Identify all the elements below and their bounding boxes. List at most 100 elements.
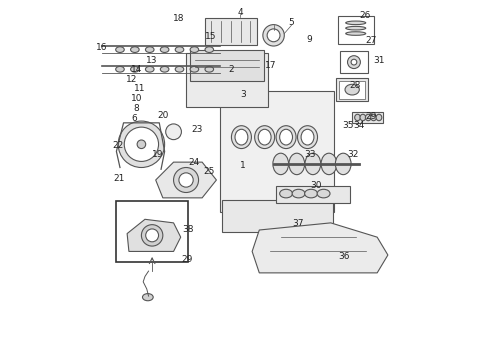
Ellipse shape bbox=[235, 129, 248, 145]
Ellipse shape bbox=[267, 29, 280, 42]
Ellipse shape bbox=[346, 21, 366, 24]
Text: 31: 31 bbox=[373, 56, 385, 65]
Ellipse shape bbox=[346, 26, 366, 30]
Ellipse shape bbox=[351, 59, 357, 65]
Text: 10: 10 bbox=[131, 94, 142, 103]
Text: 15: 15 bbox=[205, 32, 217, 41]
Text: 4: 4 bbox=[238, 8, 243, 17]
Ellipse shape bbox=[371, 114, 376, 121]
Text: 13: 13 bbox=[147, 56, 158, 65]
Text: 33: 33 bbox=[304, 150, 316, 159]
Ellipse shape bbox=[301, 129, 314, 145]
Ellipse shape bbox=[205, 66, 214, 72]
Text: 37: 37 bbox=[292, 219, 304, 228]
Ellipse shape bbox=[255, 126, 275, 149]
Text: 28: 28 bbox=[349, 81, 361, 90]
Ellipse shape bbox=[116, 47, 124, 53]
Ellipse shape bbox=[118, 121, 165, 167]
Bar bbox=[339, 81, 366, 99]
FancyBboxPatch shape bbox=[205, 18, 257, 45]
Ellipse shape bbox=[175, 47, 184, 53]
Ellipse shape bbox=[355, 114, 360, 121]
Ellipse shape bbox=[321, 153, 337, 175]
Text: 6: 6 bbox=[131, 114, 137, 123]
Ellipse shape bbox=[317, 189, 330, 198]
Text: 23: 23 bbox=[191, 125, 202, 134]
Polygon shape bbox=[156, 162, 217, 198]
Ellipse shape bbox=[276, 126, 296, 149]
Bar bbox=[338, 16, 373, 44]
Ellipse shape bbox=[146, 229, 159, 242]
Text: 8: 8 bbox=[134, 104, 139, 113]
Text: 20: 20 bbox=[157, 111, 169, 120]
Ellipse shape bbox=[280, 129, 293, 145]
Text: 24: 24 bbox=[189, 158, 200, 167]
Ellipse shape bbox=[258, 129, 271, 145]
Ellipse shape bbox=[305, 189, 318, 198]
Ellipse shape bbox=[160, 47, 169, 53]
Ellipse shape bbox=[116, 66, 124, 72]
Ellipse shape bbox=[175, 66, 184, 72]
Ellipse shape bbox=[335, 153, 351, 175]
Polygon shape bbox=[252, 223, 388, 273]
Text: 29: 29 bbox=[181, 255, 193, 264]
Bar bbox=[352, 112, 383, 123]
Ellipse shape bbox=[173, 167, 198, 193]
Text: 21: 21 bbox=[114, 174, 125, 183]
Ellipse shape bbox=[297, 126, 318, 149]
Text: 25: 25 bbox=[203, 167, 215, 176]
Text: 18: 18 bbox=[173, 14, 185, 23]
Text: 27: 27 bbox=[365, 36, 376, 45]
Text: 12: 12 bbox=[126, 75, 138, 84]
Text: 14: 14 bbox=[131, 66, 142, 75]
Ellipse shape bbox=[231, 126, 251, 149]
Text: 11: 11 bbox=[134, 84, 146, 93]
FancyBboxPatch shape bbox=[222, 200, 333, 232]
Text: 35: 35 bbox=[342, 121, 354, 130]
Ellipse shape bbox=[289, 153, 305, 175]
Ellipse shape bbox=[146, 66, 154, 72]
Ellipse shape bbox=[130, 47, 139, 53]
Text: 26: 26 bbox=[359, 11, 370, 20]
Text: 32: 32 bbox=[347, 150, 359, 159]
Text: 22: 22 bbox=[113, 141, 124, 150]
Text: 17: 17 bbox=[265, 61, 276, 70]
Ellipse shape bbox=[179, 173, 193, 187]
Ellipse shape bbox=[160, 66, 169, 72]
Text: 5: 5 bbox=[289, 18, 294, 27]
Text: 1: 1 bbox=[240, 161, 245, 170]
Ellipse shape bbox=[137, 140, 146, 149]
Text: 38: 38 bbox=[182, 225, 194, 234]
FancyBboxPatch shape bbox=[220, 91, 334, 212]
Ellipse shape bbox=[305, 153, 321, 175]
Ellipse shape bbox=[376, 114, 382, 121]
Bar bbox=[340, 51, 368, 73]
Text: 34: 34 bbox=[353, 121, 364, 130]
Text: 9: 9 bbox=[306, 36, 312, 45]
Ellipse shape bbox=[143, 294, 153, 301]
Ellipse shape bbox=[142, 225, 163, 246]
Ellipse shape bbox=[347, 56, 360, 68]
Ellipse shape bbox=[205, 47, 214, 53]
Ellipse shape bbox=[360, 114, 366, 121]
Text: 36: 36 bbox=[339, 252, 350, 261]
Ellipse shape bbox=[263, 24, 284, 46]
Bar bbox=[117, 202, 188, 262]
Ellipse shape bbox=[346, 32, 366, 35]
Ellipse shape bbox=[280, 189, 293, 198]
Text: 29: 29 bbox=[366, 112, 377, 121]
Ellipse shape bbox=[345, 84, 359, 95]
Ellipse shape bbox=[366, 114, 371, 121]
Text: 3: 3 bbox=[240, 90, 246, 99]
Text: 2: 2 bbox=[229, 65, 234, 74]
Polygon shape bbox=[127, 219, 181, 251]
FancyBboxPatch shape bbox=[276, 186, 350, 203]
Text: 19: 19 bbox=[152, 150, 163, 159]
FancyBboxPatch shape bbox=[190, 50, 264, 81]
Ellipse shape bbox=[292, 189, 305, 198]
Ellipse shape bbox=[273, 153, 289, 175]
Text: 30: 30 bbox=[311, 181, 322, 190]
FancyBboxPatch shape bbox=[186, 53, 268, 107]
Bar bbox=[336, 78, 368, 102]
Ellipse shape bbox=[190, 66, 198, 72]
